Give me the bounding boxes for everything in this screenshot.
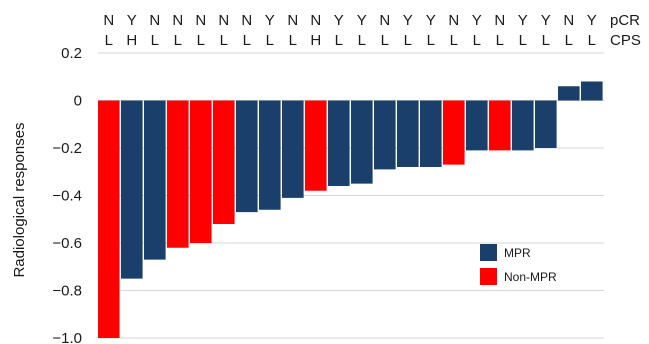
legend: MPR Non-MPR [480, 244, 557, 285]
bar-4 [167, 100, 189, 248]
pcr-label: N [379, 12, 390, 29]
pcr-label: Y [357, 12, 367, 29]
legend-label-non-mpr: Non-MPR [504, 270, 557, 284]
pcr-label: N [563, 12, 574, 29]
pcr-label: Y [403, 12, 413, 29]
bar-17 [466, 100, 488, 151]
y-axis-label: Radiological responses [11, 122, 28, 277]
pcr-row-label: pCR [610, 12, 640, 29]
cps-label: L [335, 32, 343, 49]
bar-16 [443, 100, 465, 165]
top-labels: N Y N N N N N Y N N Y Y N Y Y N Y N Y Y N YL H L L L L L L L H L L L L L L L L… [103, 12, 596, 49]
pcr-label: Y [541, 12, 551, 29]
pcr-label: Y [587, 12, 597, 29]
pcr-label: N [310, 12, 321, 29]
cps-label: L [404, 32, 412, 49]
bar-12 [351, 100, 373, 184]
cps-label: L [381, 32, 389, 49]
bar-7 [236, 100, 258, 213]
bars [98, 81, 603, 338]
cps-label: L [151, 32, 159, 49]
bar-14 [397, 100, 419, 167]
bar-15 [420, 100, 442, 167]
y-tick-label: −0.2 [52, 140, 82, 157]
pcr-label: Y [265, 12, 275, 29]
cps-label: L [473, 32, 481, 49]
cps-label: L [105, 32, 113, 49]
pcr-label: Y [127, 12, 137, 29]
pcr-label: N [218, 12, 229, 29]
cps-label: L [588, 32, 596, 49]
pcr-label: N [494, 12, 505, 29]
pcr-label: N [172, 12, 183, 29]
bar-19 [512, 100, 534, 151]
pcr-label: N [103, 12, 114, 29]
pcr-label: N [241, 12, 252, 29]
cps-label: L [243, 32, 251, 49]
bar-20 [535, 100, 557, 148]
cps-label: H [310, 32, 321, 49]
cps-label: L [220, 32, 228, 49]
bar-1 [98, 100, 120, 338]
pcr-label: Y [334, 12, 344, 29]
pcr-label: Y [518, 12, 528, 29]
cps-label: L [496, 32, 504, 49]
cps-label: H [126, 32, 137, 49]
y-axis-ticks: 0.2 0 −0.2 −0.4 −0.6 −0.8 −1.0 [52, 45, 82, 344]
cps-label: L [266, 32, 274, 49]
cps-label: L [542, 32, 550, 49]
cps-label: L [565, 32, 573, 49]
legend-label-mpr: MPR [504, 246, 531, 260]
bar-21 [558, 86, 580, 101]
legend-swatch-mpr [480, 244, 497, 261]
cps-label: L [197, 32, 205, 49]
y-tick-label: 0.2 [61, 45, 82, 62]
cps-row-label: CPS [610, 32, 641, 49]
bar-9 [282, 100, 304, 198]
y-tick-label: −1.0 [52, 330, 82, 344]
bar-10 [305, 100, 327, 191]
legend-swatch-non-mpr [480, 268, 497, 285]
bar-5 [190, 100, 212, 243]
pcr-label: N [149, 12, 160, 29]
bar-8 [259, 100, 281, 210]
bar-13 [374, 100, 396, 170]
bar-18 [489, 100, 511, 151]
cps-label: L [174, 32, 182, 49]
bar-22 [581, 81, 603, 101]
cps-label: L [427, 32, 435, 49]
bar-6 [213, 100, 235, 224]
y-tick-label: −0.6 [52, 235, 82, 252]
y-tick-label: −0.4 [52, 188, 82, 205]
pcr-label: N [195, 12, 206, 29]
cps-label: L [519, 32, 527, 49]
bar-2 [121, 100, 143, 279]
pcr-label: N [287, 12, 298, 29]
pcr-label: Y [426, 12, 436, 29]
cps-label: L [289, 32, 297, 49]
y-tick-label: 0 [74, 93, 82, 110]
cps-label: L [358, 32, 366, 49]
bar-11 [328, 100, 350, 186]
bar-3 [144, 100, 166, 260]
y-tick-label: −0.8 [52, 283, 82, 300]
cps-label: L [450, 32, 458, 49]
pcr-label: N [448, 12, 459, 29]
pcr-label: Y [472, 12, 482, 29]
